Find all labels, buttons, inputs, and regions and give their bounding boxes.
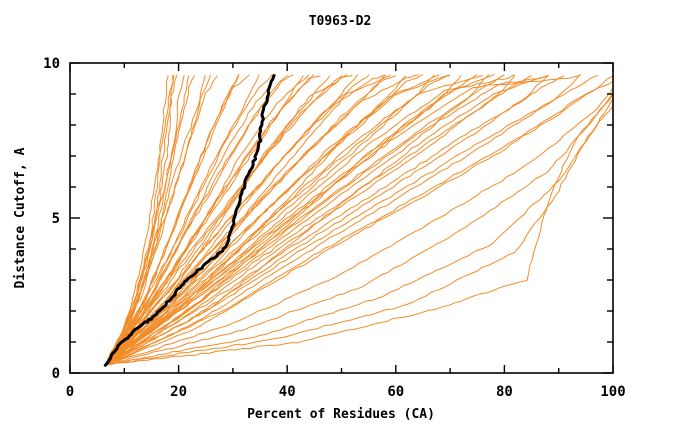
model-curve — [104, 81, 613, 366]
model-curve — [104, 74, 451, 366]
model-curve — [104, 74, 277, 366]
x-tick-label: 20 — [170, 384, 187, 400]
model-curve — [104, 75, 169, 366]
model-curve — [104, 74, 549, 366]
model-curve — [104, 75, 565, 366]
model-curve — [104, 75, 450, 366]
y-axis-ticks — [70, 62, 613, 374]
model-curve — [104, 75, 515, 366]
model-curve — [104, 74, 309, 366]
model-curve — [104, 75, 483, 366]
model-curve — [104, 94, 614, 366]
model-curve — [104, 92, 614, 366]
model-curve — [104, 75, 174, 366]
x-tick-label: 40 — [279, 384, 296, 400]
x-axis-tick-labels: 0 20 40 60 80 100 — [66, 384, 626, 400]
reference-curve — [103, 74, 276, 367]
y-axis-tick-labels: 0 5 10 — [43, 56, 60, 382]
model-curve — [104, 75, 614, 366]
model-curve — [104, 106, 614, 366]
model-curve — [104, 74, 178, 366]
reference-curve-group — [103, 74, 276, 367]
model-curve — [104, 74, 240, 366]
model-curve-group — [104, 74, 614, 366]
y-tick-label: 0 — [52, 366, 60, 382]
y-tick-label: 5 — [52, 211, 60, 227]
model-curve — [104, 75, 321, 366]
model-curve — [104, 74, 260, 366]
model-curve — [104, 74, 391, 366]
model-curve — [104, 74, 515, 366]
model-curve — [104, 74, 211, 366]
x-axis-ticks — [69, 63, 614, 373]
x-tick-label: 80 — [496, 384, 513, 400]
model-curve — [104, 74, 581, 366]
y-axis-title: Distance Cutoff, A — [13, 147, 28, 288]
model-curve — [104, 75, 206, 366]
model-curve — [104, 75, 532, 366]
model-curve — [104, 75, 386, 366]
y-tick-label: 10 — [43, 56, 60, 72]
page-title: T0963-D2 — [308, 14, 372, 29]
model-curve — [104, 74, 348, 366]
model-curve — [104, 74, 440, 366]
model-curve — [104, 75, 353, 366]
model-curve — [104, 87, 614, 366]
model-curve — [104, 74, 175, 366]
model-curve — [104, 99, 614, 366]
model-curve — [104, 75, 185, 366]
model-curve — [104, 74, 370, 366]
model-curve — [104, 74, 549, 366]
x-tick-label: 100 — [600, 384, 625, 400]
model-curve — [104, 74, 582, 366]
x-axis-title: Percent of Residues (CA) — [247, 407, 435, 422]
model-curve — [104, 74, 495, 366]
x-tick-label: 0 — [66, 384, 74, 400]
x-tick-label: 60 — [387, 384, 404, 400]
model-curve — [104, 74, 294, 366]
